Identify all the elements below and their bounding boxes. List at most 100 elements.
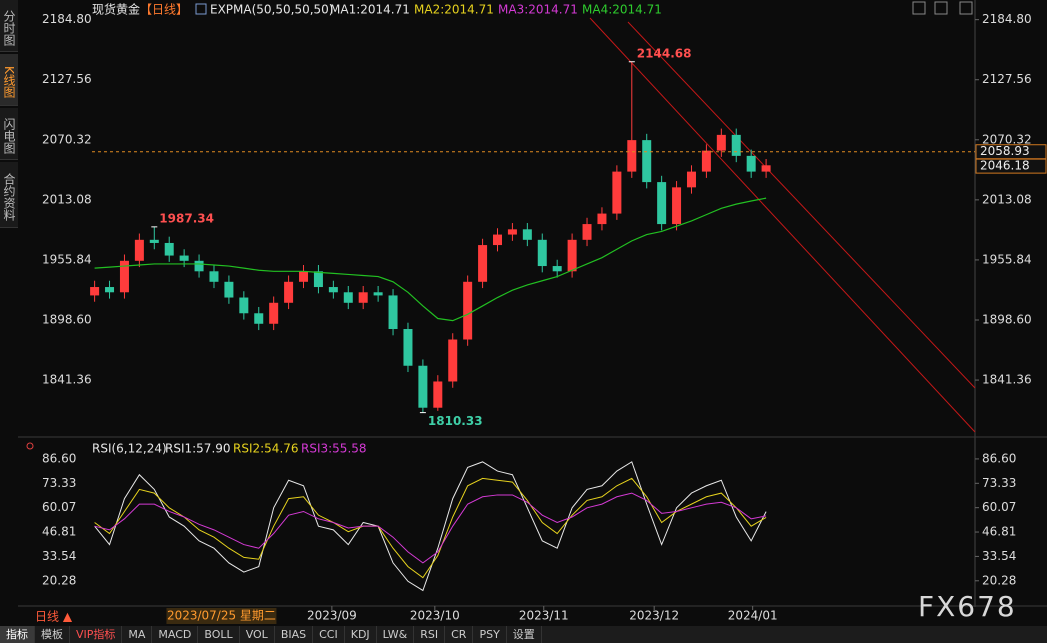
sidebar-tab[interactable]: 合约资料 <box>0 162 18 228</box>
tab[interactable]: KDJ <box>345 626 377 643</box>
y-tick-label: 2070.32 <box>42 132 92 146</box>
indicator-value: MA3:2014.71 <box>498 3 578 17</box>
legend-entry: RSI1:57.90 <box>165 442 231 456</box>
candle-body <box>507 229 517 235</box>
candle-body <box>657 182 667 225</box>
candle-body <box>716 134 726 151</box>
tab[interactable]: 指标 <box>0 626 35 643</box>
y-tick-label: 60.07 <box>982 500 1016 514</box>
candle-body <box>164 242 174 256</box>
candle-body <box>194 260 204 272</box>
candle-body <box>254 313 264 324</box>
x-tick-label: 2023/10 <box>410 609 460 623</box>
period-button[interactable]: 日线 ▲ <box>35 610 73 624</box>
annotation: 1987.34 <box>159 211 214 225</box>
tab[interactable]: CR <box>445 626 474 643</box>
y-tick-label: 1841.36 <box>982 373 1032 387</box>
candle-body <box>522 229 532 240</box>
x-tick-label: 2023/12 <box>629 609 679 623</box>
tab[interactable]: 设置 <box>507 626 542 643</box>
y-tick-label: 1841.36 <box>42 373 92 387</box>
candle-body <box>239 297 249 314</box>
y-tick-label: 1955.84 <box>982 252 1032 266</box>
price-label: 2058.93 <box>980 144 1030 158</box>
annotation: 2144.68 <box>637 46 692 60</box>
tab[interactable]: VIP指标 <box>70 626 123 643</box>
candle-body <box>358 292 368 303</box>
background <box>18 0 1047 607</box>
indicator-icon <box>195 3 207 15</box>
x-tick-label: 2023/11 <box>519 609 569 623</box>
tab[interactable]: RSI <box>414 626 446 643</box>
indicator-value: MA1:2014.71 <box>330 3 410 17</box>
tab[interactable]: LW& <box>377 626 415 643</box>
tab[interactable]: BIAS <box>275 626 314 643</box>
tab[interactable]: VOL <box>240 626 275 643</box>
annotation: 1810.33 <box>428 414 483 428</box>
window-buttons[interactable] <box>912 1 973 15</box>
candle-body <box>343 292 353 303</box>
candle-body <box>672 187 682 225</box>
sidebar-tab[interactable]: 闪电图 <box>0 108 18 160</box>
y-tick-label: 2127.56 <box>42 72 92 86</box>
indicator-value: MA2:2014.71 <box>414 3 494 17</box>
tab[interactable]: BOLL <box>198 626 240 643</box>
y-tick-label: 46.81 <box>42 525 76 539</box>
tab[interactable]: MACD <box>152 626 199 643</box>
y-tick-label: 33.54 <box>982 549 1016 563</box>
candle-body <box>105 287 115 293</box>
y-tick-label: 1898.60 <box>982 312 1032 326</box>
rsi-line <box>94 461 767 592</box>
y-tick-label: 86.60 <box>982 451 1016 465</box>
tab[interactable]: MA <box>122 626 153 643</box>
y-tick-label: 20.28 <box>42 573 76 587</box>
candle-body <box>313 271 323 288</box>
rsi-title: RSI(6,12,24) <box>92 442 167 456</box>
y-tick-label: 20.28 <box>982 573 1016 587</box>
legend-entry: RSI2:54.76 <box>233 442 299 456</box>
y-tick-label: 73.33 <box>42 476 76 490</box>
y-tick-label: 2184.80 <box>982 12 1032 26</box>
y-tick-label: 60.07 <box>42 500 76 514</box>
candle-body <box>686 171 696 188</box>
period-label: 【日线】 <box>140 3 188 17</box>
chart-title: 现货黄金 <box>92 2 140 17</box>
candle-body <box>433 381 443 408</box>
channel-line <box>589 17 976 433</box>
candle-body <box>224 281 234 298</box>
candle-body <box>552 266 562 272</box>
candle-body <box>731 134 741 156</box>
candle-body <box>612 171 622 214</box>
price-box <box>975 158 1047 174</box>
y-tick-label: 2127.56 <box>982 72 1032 86</box>
x-tick-label: 2023/09 <box>307 609 357 623</box>
tab[interactable]: CCI <box>313 626 345 643</box>
candle-body <box>134 239 144 261</box>
x-tick-label: 2024/01 <box>728 609 778 623</box>
sidebar-tab[interactable]: K线图 <box>0 54 18 106</box>
candle-body <box>388 295 398 330</box>
indicator-tabs: 指标 模板 VIP指标 MA MACD BOLL VOL BIAS CCI KDJ LW& RSI CR… <box>0 626 1047 643</box>
candle-body <box>746 155 756 172</box>
candle-body <box>269 302 279 324</box>
candle-body <box>493 234 502 246</box>
indicator-value: MA4:2014.71 <box>582 3 662 17</box>
candle-body <box>582 224 592 240</box>
sidebar-tab[interactable]: 分时图 <box>0 0 18 52</box>
tab[interactable]: PSY <box>473 626 507 643</box>
candle-body <box>597 213 607 225</box>
panel-icon <box>26 442 34 450</box>
candle-body <box>478 245 488 282</box>
tab[interactable]: 模板 <box>35 626 70 643</box>
rsi-line <box>94 492 767 564</box>
candle-body <box>537 239 547 267</box>
y-tick-label: 1898.60 <box>42 312 92 326</box>
candle-body <box>418 365 428 408</box>
candle-body <box>328 287 338 293</box>
cursor-date-box <box>166 608 277 624</box>
candle-body <box>373 292 383 296</box>
candle-body <box>627 140 637 172</box>
candle-body <box>179 255 189 261</box>
